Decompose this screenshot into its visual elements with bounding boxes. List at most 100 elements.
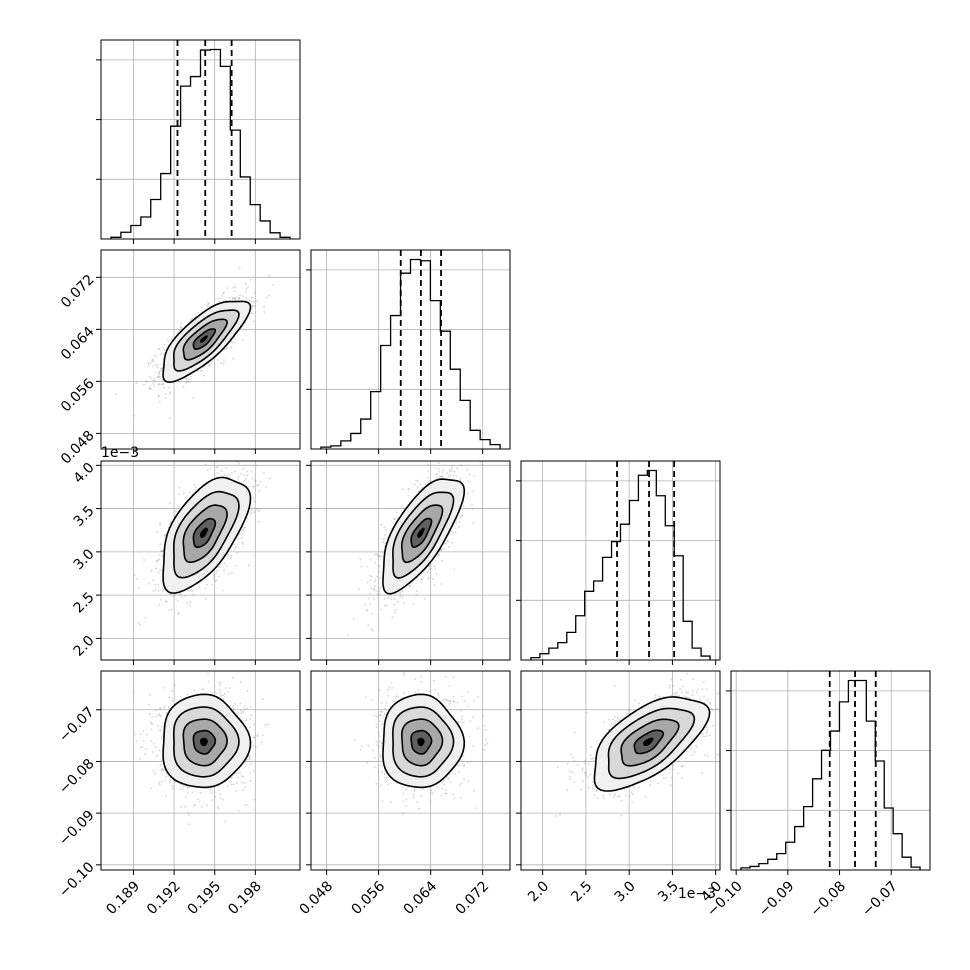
sample-point (163, 348, 166, 351)
sample-point (451, 532, 454, 534)
density-level-4 (200, 335, 208, 343)
sample-point (265, 457, 267, 459)
sample-point (186, 602, 188, 604)
sample-point (137, 621, 140, 624)
sample-point (251, 477, 254, 480)
sample-point (216, 806, 219, 808)
sample-point (176, 600, 179, 602)
sample-point (248, 757, 251, 760)
sample-point (415, 593, 418, 596)
sample-point (209, 788, 212, 791)
sample-point (150, 377, 152, 380)
sample-point (163, 534, 166, 537)
sample-point (441, 476, 443, 478)
sample-point (246, 804, 248, 806)
sample-point (226, 287, 229, 290)
sample-point (379, 608, 382, 611)
sample-point (458, 525, 460, 528)
sample-point (200, 806, 203, 808)
sample-point (206, 804, 208, 807)
sample-point (452, 475, 455, 477)
sample-point (156, 376, 159, 379)
sample-point (451, 470, 454, 472)
sample-point (441, 474, 444, 477)
sample-point (250, 470, 253, 473)
panel-1-1 (306, 249, 511, 454)
sample-point (139, 757, 142, 760)
sample-point (188, 604, 191, 607)
sample-point (250, 509, 253, 512)
sample-point (382, 538, 385, 540)
sample-point (152, 383, 155, 385)
sample-point (232, 458, 234, 460)
sample-point (236, 551, 239, 554)
sample-point (436, 477, 438, 479)
sample-point (185, 496, 188, 498)
sample-point (450, 468, 453, 471)
sample-point (445, 542, 447, 545)
sample-point (149, 693, 151, 696)
sample-point (373, 587, 376, 590)
sample-point (375, 553, 378, 555)
sample-point (267, 294, 270, 297)
sample-point (252, 305, 255, 308)
sample-point (192, 590, 194, 592)
sample-point (383, 537, 386, 540)
sample-point (220, 695, 223, 697)
sample-point (155, 355, 158, 357)
sample-point (158, 371, 161, 373)
sample-point (441, 471, 444, 474)
histogram-1 (320, 258, 501, 449)
sample-point (366, 610, 369, 612)
sample-point (391, 616, 394, 619)
sample-point (169, 417, 172, 420)
sample-point (376, 575, 378, 578)
sample-point (198, 585, 201, 588)
sample-point (165, 600, 168, 603)
sample-point (366, 581, 369, 584)
sample-point (253, 798, 256, 801)
sample-point (251, 307, 253, 310)
sample-point (438, 471, 441, 473)
sample-point (242, 529, 245, 532)
sample-point (158, 400, 161, 403)
sample-point (237, 478, 240, 480)
sample-point (231, 297, 234, 300)
sample-point (471, 504, 473, 507)
sample-point (152, 360, 155, 363)
sample-point (369, 603, 372, 605)
sample-point (238, 462, 241, 465)
sample-point (157, 395, 160, 398)
sample-point (378, 590, 380, 593)
sample-point (438, 553, 441, 556)
sample-point (158, 783, 161, 786)
sample-point (222, 362, 225, 365)
sample-point (232, 357, 235, 360)
sample-point (163, 707, 165, 709)
sample-point (153, 355, 156, 357)
sample-point (148, 703, 150, 706)
sample-point (234, 341, 236, 344)
sample-point (439, 475, 442, 478)
sample-point (148, 387, 151, 390)
sample-point (168, 609, 171, 612)
contour-line-0 (382, 478, 466, 595)
sample-point (399, 596, 402, 598)
sample-point (256, 735, 259, 738)
grid-lines (101, 40, 300, 239)
sample-point (228, 473, 231, 476)
sample-point (369, 592, 371, 595)
sample-point (181, 596, 183, 599)
sample-point (382, 541, 385, 544)
sample-point (237, 809, 240, 812)
sample-point (156, 559, 158, 562)
contour-line-2 (400, 504, 444, 564)
sample-point (235, 546, 237, 548)
sample-point (471, 508, 474, 511)
sample-point (151, 365, 154, 368)
sample-point (358, 588, 360, 591)
sample-point (133, 574, 136, 576)
sample-point (228, 296, 231, 299)
sample-point (185, 377, 188, 380)
sample-point (427, 463, 430, 466)
